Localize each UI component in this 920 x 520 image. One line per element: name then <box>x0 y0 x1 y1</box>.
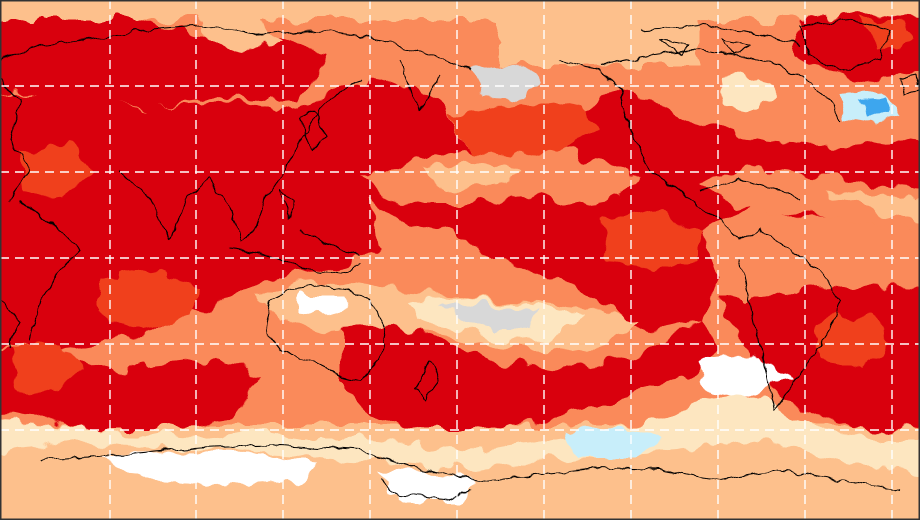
graticule <box>0 0 920 520</box>
anomaly-map <box>0 0 920 520</box>
map-canvas <box>0 0 920 520</box>
anomaly-field <box>0 0 920 520</box>
